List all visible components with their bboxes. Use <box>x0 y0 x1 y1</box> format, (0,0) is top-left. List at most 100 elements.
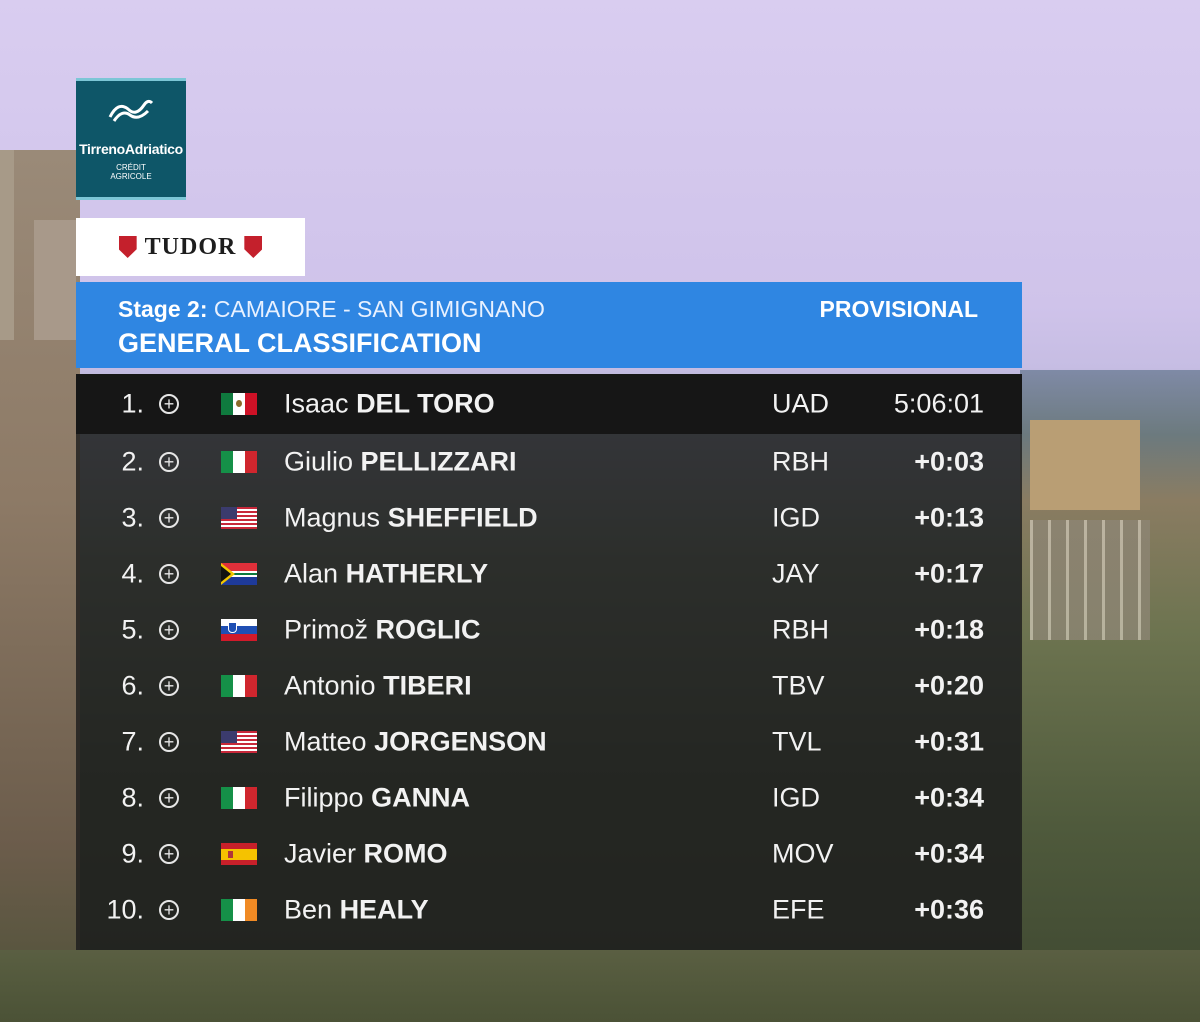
rider-name: Filippo GANNA <box>284 783 470 814</box>
team-code: JAY <box>772 558 820 589</box>
background-scaffold <box>1030 520 1150 640</box>
table-row: 10. + Ben HEALY EFE +0:36 <box>76 882 1022 938</box>
expand-plus-icon[interactable]: + <box>159 844 179 864</box>
page-title: GENERAL CLASSIFICATION <box>118 328 482 358</box>
mexico-flag-icon <box>221 393 257 415</box>
expand-plus-icon[interactable]: + <box>159 788 179 808</box>
rider-name: Javier ROMO <box>284 839 448 870</box>
race-logo: TirrenoAdriatico CRÉDIT AGRICOLE <box>76 78 186 200</box>
rider-name: Isaac DEL TORO <box>284 389 495 420</box>
time-gap: +0:13 <box>914 502 984 533</box>
expand-plus-icon[interactable]: + <box>159 564 179 584</box>
rider-first-name: Javier <box>284 838 357 869</box>
table-row: 5. + Primož ROGLIC RBH +0:18 <box>76 602 1022 658</box>
rider-last-name: HATHERLY <box>345 558 489 589</box>
rank: 10. <box>106 894 144 925</box>
rider-first-name: Antonio <box>284 670 376 701</box>
team-code: TBV <box>772 670 825 701</box>
ireland-flag-icon <box>221 899 257 921</box>
expand-plus-icon[interactable]: + <box>159 508 179 528</box>
italy-flag-icon <box>221 451 257 473</box>
sponsor-line-2: AGRICOLE <box>110 172 152 181</box>
rider-first-name: Isaac <box>284 388 349 419</box>
shield-icon <box>244 236 263 258</box>
time-gap: 5:06:01 <box>893 388 984 419</box>
rank: 6. <box>121 670 144 701</box>
table-row: 7. + Matteo JORGENSON TVL +0:31 <box>76 714 1022 770</box>
rider-last-name: PELLIZZARI <box>360 446 517 477</box>
time-gap: +0:17 <box>914 558 984 589</box>
table-row: 6. + Antonio TIBERI TBV +0:20 <box>76 658 1022 714</box>
rank: 1. <box>121 388 144 419</box>
stage-number: Stage 2: <box>118 296 208 322</box>
team-code: IGD <box>772 782 821 813</box>
rider-last-name: SHEFFIELD <box>387 502 538 533</box>
time-gap: +0:34 <box>914 838 984 869</box>
background-church <box>1030 420 1140 510</box>
rider-first-name: Alan <box>284 558 339 589</box>
expand-plus-icon[interactable]: + <box>159 732 179 752</box>
rank: 9. <box>121 838 144 869</box>
expand-plus-icon[interactable]: + <box>159 676 179 696</box>
team-code: EFE <box>772 894 825 925</box>
table-row: 8. + Filippo GANNA IGD +0:34 <box>76 770 1022 826</box>
rider-first-name: Primož <box>284 614 369 645</box>
team-code: TVL <box>772 726 822 757</box>
rank: 7. <box>121 726 144 757</box>
time-gap: +0:20 <box>914 670 984 701</box>
time-gap: +0:31 <box>914 726 984 757</box>
south-africa-flag-icon <box>221 563 257 585</box>
team-code: MOV <box>772 838 834 869</box>
stage-info: Stage 2: CAMAIORE - SAN GIMIGNANO <box>118 296 545 323</box>
team-code: UAD <box>772 388 830 419</box>
table-row: 3. + Magnus SHEFFIELD IGD +0:13 <box>76 490 1022 546</box>
rider-name: Matteo JORGENSON <box>284 727 547 758</box>
rank: 2. <box>121 446 144 477</box>
spain-flag-icon <box>221 843 257 865</box>
team-code: RBH <box>772 614 830 645</box>
rider-name: Giulio PELLIZZARI <box>284 447 517 478</box>
rider-last-name: ROGLIC <box>375 614 481 645</box>
italy-flag-icon <box>221 675 257 697</box>
table-row: 2. + Giulio PELLIZZARI RBH +0:03 <box>76 434 1022 490</box>
classification-header: Stage 2: CAMAIORE - SAN GIMIGNANO PROVIS… <box>76 282 1022 368</box>
usa-flag-icon <box>221 731 257 753</box>
sponsor-wordmark: TUDOR <box>144 233 237 260</box>
table-row: 4. + Alan HATHERLY JAY +0:17 <box>76 546 1022 602</box>
slovenia-flag-icon <box>221 619 257 641</box>
time-gap: +0:03 <box>914 446 984 477</box>
expand-plus-icon[interactable]: + <box>159 394 179 414</box>
background-tower <box>0 150 14 340</box>
rider-first-name: Magnus <box>284 502 381 533</box>
rider-first-name: Filippo <box>284 782 364 813</box>
table-row: 9. + Javier ROMO MOV +0:34 <box>76 826 1022 882</box>
expand-plus-icon[interactable]: + <box>159 900 179 920</box>
rider-name: Alan HATHERLY <box>284 559 488 590</box>
expand-plus-icon[interactable]: + <box>159 620 179 640</box>
rider-name: Magnus SHEFFIELD <box>284 503 538 534</box>
rank: 3. <box>121 502 144 533</box>
background-tower <box>34 220 76 340</box>
rider-first-name: Giulio <box>284 446 354 477</box>
rank: 4. <box>121 558 144 589</box>
rider-last-name: DEL TORO <box>356 388 495 419</box>
rider-first-name: Matteo <box>284 726 367 757</box>
expand-plus-icon[interactable]: + <box>159 452 179 472</box>
shield-icon <box>118 236 137 258</box>
sponsor-line-1: CRÉDIT <box>116 163 146 172</box>
background-foliage <box>0 950 1200 1022</box>
rider-name: Antonio TIBERI <box>284 671 472 702</box>
results-table: 1. + Isaac DEL TORO UAD 5:06:01 2. + Giulio PEL… <box>76 374 1022 950</box>
time-gap: +0:34 <box>914 782 984 813</box>
race-name: TirrenoAdriatico <box>79 141 183 157</box>
italy-flag-icon <box>221 787 257 809</box>
stage-route: CAMAIORE - SAN GIMIGNANO <box>213 296 545 322</box>
sponsor-banner: TUDOR <box>76 218 305 276</box>
rank: 5. <box>121 614 144 645</box>
table-row: 1. + Isaac DEL TORO UAD 5:06:01 <box>76 374 1022 434</box>
rider-name: Primož ROGLIC <box>284 615 481 646</box>
rider-first-name: Ben <box>284 894 333 925</box>
time-gap: +0:18 <box>914 614 984 645</box>
rider-last-name: HEALY <box>339 894 429 925</box>
rider-last-name: JORGENSON <box>374 726 547 757</box>
